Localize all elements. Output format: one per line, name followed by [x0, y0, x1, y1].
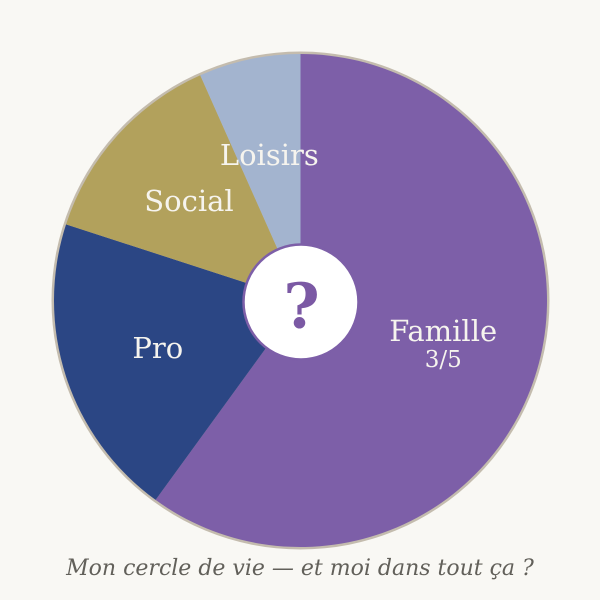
segment-label-social: Social [144, 184, 233, 218]
segment-label-famille: Famille [389, 314, 497, 348]
segment-fraction-famille: 3/5 [425, 347, 462, 373]
chart-caption: Mon cercle de vie — et moi dans tout ça … [65, 556, 534, 581]
center-question-mark: ? [283, 270, 319, 343]
donut-hole [242, 243, 360, 361]
pie-segment-pro [53, 224, 301, 500]
segment-label-loisirs: Loisirs [220, 138, 319, 172]
segment-label-pro: Pro [132, 331, 183, 365]
pie-segment-loisirs [200, 54, 301, 301]
pie-segment-social [66, 75, 301, 301]
